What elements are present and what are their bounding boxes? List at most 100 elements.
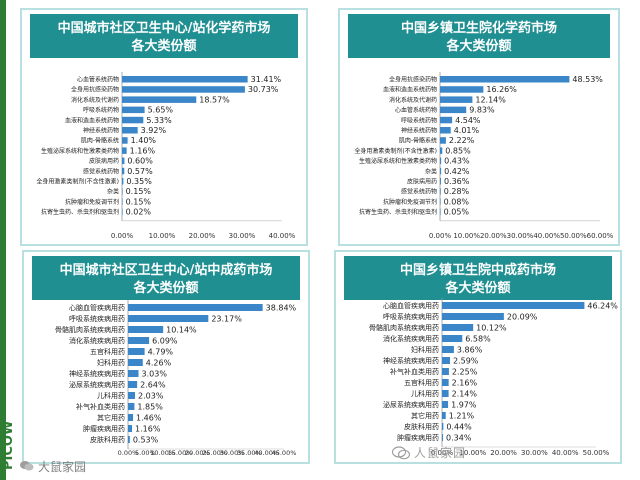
bar — [442, 346, 454, 353]
category-label: 全身用抗感染药物 — [389, 76, 437, 84]
bar — [440, 147, 443, 154]
category-label: 心血管系统药物 — [395, 106, 437, 114]
value-label: 1.97% — [451, 401, 477, 410]
value-label: 1.46% — [136, 414, 162, 423]
category-label: 抗寄生虫药、杀虫剂和驱虫剂 — [359, 208, 437, 216]
value-label: 0.85% — [445, 146, 471, 155]
value-label: 2.16% — [452, 379, 478, 388]
chart-title-band — [30, 14, 298, 58]
chart-panel-township-tcm: 中国乡镇卫生院中成药市场 各大类份额 心脑血管疾病用药 46.24% 呼吸系统疾病用药 2… — [334, 250, 622, 464]
x-tick-label: 10.00% — [459, 449, 486, 457]
bar — [440, 127, 451, 134]
bar — [128, 425, 133, 432]
chart-title-band — [32, 256, 300, 300]
bar — [122, 157, 125, 165]
x-tick-label: 40.00% — [269, 232, 296, 240]
value-label: 0.05% — [444, 208, 470, 217]
value-label: 2.03% — [138, 392, 164, 401]
x-tick-label: 20.00% — [480, 232, 507, 240]
value-label: 2.59% — [453, 357, 479, 366]
category-label: 心脑血管疾病用药 — [383, 301, 439, 310]
bar — [122, 116, 144, 124]
x-tick-label: 0.00% — [431, 449, 454, 457]
bar — [440, 137, 446, 144]
value-label: 0.02% — [126, 208, 152, 217]
value-label: 38.84% — [266, 304, 297, 313]
chart-panel-urban-tcm: 中国城市社区卫生中心/站中成药市场 各大类份额 心脑血管疾病用药 38.84% 呼吸系统… — [22, 250, 310, 464]
value-label: 6.58% — [465, 335, 491, 344]
category-label: 肌肉-骨骼系统 — [399, 137, 437, 145]
bar — [442, 313, 504, 320]
bar — [440, 157, 442, 165]
chart-panel-township-chemical: 中国乡镇卫生院化学药市场 各大类份额 全身用抗感染药物 48.53% 血液和造血系统药物… — [338, 8, 620, 246]
value-label: 1.16% — [135, 425, 161, 434]
value-label: 1.85% — [137, 403, 163, 412]
bar — [128, 381, 138, 388]
value-label: 0.44% — [446, 423, 472, 432]
category-label: 皮肤科用药 — [90, 435, 125, 444]
category-label: 消化系统及代谢药 — [71, 96, 119, 104]
category-label: 呼吸系统药物 — [83, 106, 119, 114]
category-label: 消化系统及代谢药 — [389, 96, 437, 104]
value-label: 0.15% — [126, 197, 152, 206]
category-label: 神经系统药物 — [83, 127, 119, 135]
value-label: 3.03% — [142, 370, 168, 379]
bar — [122, 208, 123, 216]
value-label: 2.25% — [452, 368, 478, 377]
category-label: 骨骼肌肉系统疾病用药 — [369, 323, 439, 332]
category-label: 生殖泌尿系统和性激素类药物 — [359, 157, 437, 165]
category-label: 五官科用药 — [90, 347, 125, 356]
value-label: 0.53% — [133, 436, 159, 445]
value-label: 1.16% — [130, 146, 156, 155]
category-label: 消化系统疾病用药 — [383, 334, 439, 343]
value-label: 4.26% — [146, 359, 172, 368]
category-label: 妇科用药 — [411, 345, 439, 354]
category-label: 肿瘤疾病用药 — [397, 433, 439, 442]
value-label: 0.57% — [127, 167, 153, 176]
bar — [122, 198, 123, 205]
bar — [122, 137, 128, 144]
x-tick-label: 20.00% — [189, 232, 216, 240]
category-label: 血液和造血系统药物 — [65, 116, 119, 124]
bar — [442, 368, 449, 375]
category-label: 呼吸系统药物 — [401, 116, 437, 124]
bar — [442, 434, 444, 441]
x-tick-label: 0.00% — [111, 232, 134, 240]
bar — [128, 326, 164, 333]
x-tick-label: 30.00% — [507, 232, 534, 240]
chart-title-line: 中国乡镇卫生院中成药市场 — [400, 262, 556, 278]
bar — [442, 401, 449, 408]
category-label: 肌肉-骨骼系统 — [81, 137, 119, 145]
x-tick-label: 15.00% — [168, 449, 193, 457]
category-label: 其它用药 — [97, 413, 125, 422]
value-label: 16.26% — [486, 85, 517, 94]
x-tick-label: 10.00% — [453, 232, 480, 240]
bar — [122, 86, 245, 93]
chart-title-line: 各大类份额 — [132, 280, 198, 296]
bar — [128, 370, 139, 377]
value-label: 31.41% — [251, 75, 282, 84]
category-label: 感觉系统药物 — [401, 188, 437, 196]
bar — [440, 96, 473, 103]
category-label: 消化系统疾病用药 — [69, 336, 125, 345]
value-label: 4.79% — [148, 348, 174, 357]
x-tick-label: 60.00% — [587, 232, 614, 240]
value-label: 0.42% — [444, 167, 470, 176]
category-label: 全身用抗感染药物 — [71, 86, 119, 94]
value-label: 5.65% — [148, 106, 174, 115]
value-label: 18.57% — [199, 95, 230, 104]
bar — [128, 414, 134, 421]
wechat-icon — [392, 446, 410, 460]
bar — [128, 436, 130, 443]
category-label: 补气补血类用药 — [76, 402, 125, 411]
x-tick-label: 30.00% — [521, 449, 548, 457]
bar — [128, 359, 143, 366]
bar — [122, 147, 127, 154]
category-label: 泌尿系统疾病用药 — [69, 380, 125, 389]
value-label: 4.01% — [454, 126, 480, 135]
category-label: 妇科用药 — [97, 358, 125, 367]
bar — [442, 324, 474, 331]
category-label: 神经系统疾病用药 — [69, 369, 125, 378]
